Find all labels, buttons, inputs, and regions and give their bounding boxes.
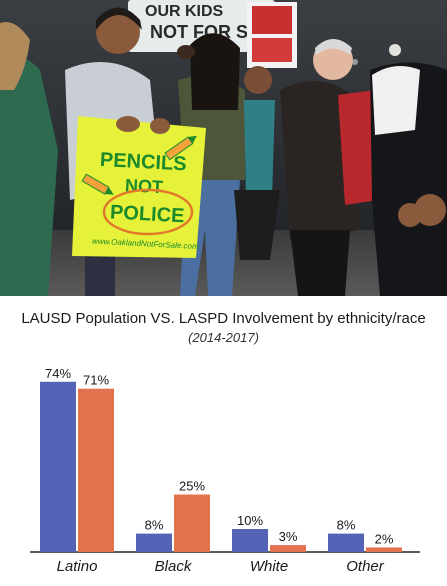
data-label-other-series-2: 2% <box>375 531 394 546</box>
category-label-other: Other <box>346 558 385 575</box>
bar-white-series-2 <box>270 545 306 552</box>
protest-photo: OUR KIDS NOT FOR SALE PENCILS NOT POLICE <box>0 0 447 296</box>
data-label-latino-series-1: 74% <box>45 366 71 381</box>
protest-sign: PENCILS NOT POLICE www.OaklandNotForSale… <box>72 116 206 258</box>
bar-other-series-1 <box>328 534 364 552</box>
bar-latino-series-1 <box>40 382 76 552</box>
chart-panel: LAUSD Population VS. LASPD Involvement b… <box>0 296 447 586</box>
data-label-black-series-2: 25% <box>179 479 205 494</box>
bar-black-series-1 <box>136 534 172 552</box>
data-label-white-series-2: 3% <box>279 529 298 544</box>
data-label-white-series-1: 10% <box>237 513 263 528</box>
sign-text-2: NOT <box>124 175 163 197</box>
banner-line-1: OUR KIDS <box>145 3 224 20</box>
bar-chart: 74% 71% Latino 8% 25% Black 10% 3% White 8% 2% Othe… <box>0 296 447 586</box>
category-label-latino: Latino <box>57 558 98 575</box>
bar-black-series-2 <box>174 495 210 553</box>
sign-text-3: POLICE <box>109 201 185 227</box>
category-label-black: Black <box>155 558 193 575</box>
bar-latino-series-2 <box>78 389 114 552</box>
category-label-white: White <box>250 558 288 575</box>
data-label-latino-series-2: 71% <box>83 373 109 388</box>
bar-white-series-1 <box>232 529 268 552</box>
data-label-black-series-1: 8% <box>145 518 164 533</box>
bar-other-series-2 <box>366 547 402 552</box>
data-label-other-series-1: 8% <box>337 518 356 533</box>
